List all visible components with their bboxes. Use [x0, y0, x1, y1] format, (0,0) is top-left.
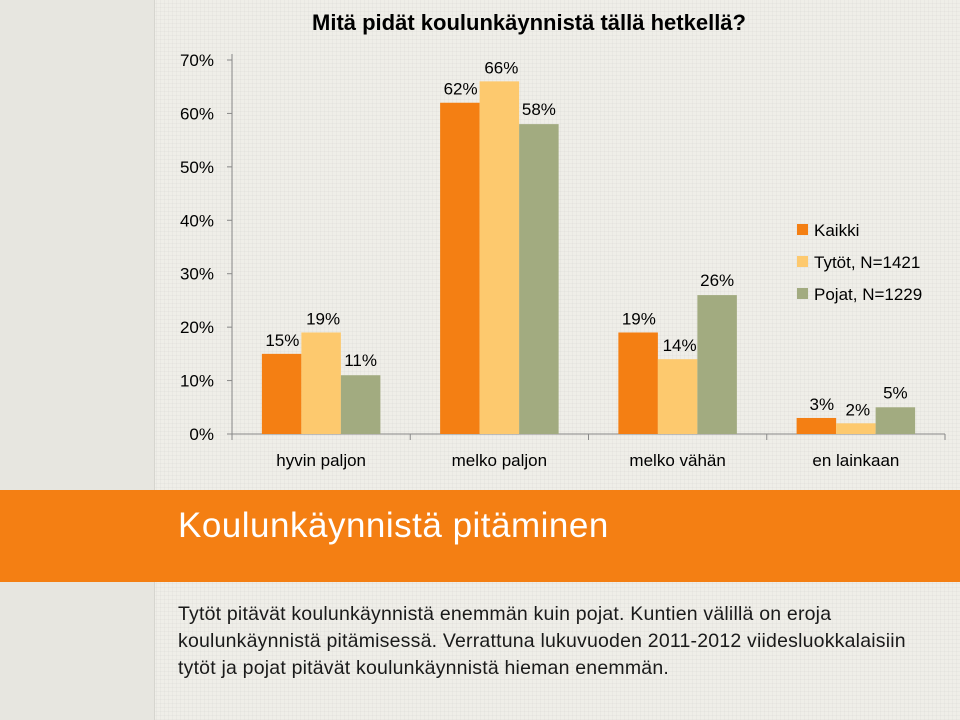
x-tick-label: melko vähän: [629, 451, 725, 470]
bar-chart: 0% 10% 20% 30% 40% 50% 60% 70% 15% 19% 11% hyvin pa…: [180, 10, 946, 470]
x-tick-label: hyvin paljon: [276, 451, 366, 470]
bar: [657, 359, 698, 434]
data-label: 19%: [622, 309, 656, 328]
bar: [697, 295, 737, 434]
y-tick-label: 70%: [180, 51, 214, 70]
legend-entry: Pojat, N=1229: [814, 285, 922, 304]
y-tick-label: 60%: [180, 104, 214, 123]
bar-chart-svg: 0% 10% 20% 30% 40% 50% 60% 70% 15% 19% 11% hyvin pa…: [180, 51, 946, 470]
bar: [440, 102, 480, 434]
y-tick-label: 20%: [180, 318, 214, 337]
data-label: 62%: [444, 80, 478, 99]
bar: [519, 124, 559, 434]
bar: [618, 332, 658, 434]
y-tick-label: 40%: [180, 211, 214, 230]
data-label: 2%: [846, 400, 871, 419]
bar: [796, 417, 837, 434]
x-tick-label: en lainkaan: [812, 451, 899, 470]
section-body-text: Tytöt pitävät koulunkäynnistä enemmän ku…: [178, 603, 906, 679]
bar: [875, 407, 916, 434]
y-tick-label: 30%: [180, 265, 214, 284]
data-label: 19%: [306, 309, 340, 328]
y-tick-label: 0%: [189, 425, 214, 444]
data-label: 3%: [810, 395, 835, 414]
chart-title: Mitä pidät koulunkäynnistä tällä hetkell…: [312, 10, 746, 35]
data-label: 14%: [663, 336, 697, 355]
legend-swatch: [797, 256, 808, 267]
data-label: 5%: [883, 383, 908, 402]
legend-entry: Kaikki: [814, 221, 859, 240]
section-banner: [0, 490, 960, 582]
bar: [479, 81, 520, 434]
data-label: 58%: [522, 100, 556, 119]
legend-entry: Tytöt, N=1421: [814, 253, 920, 272]
data-label: 66%: [484, 58, 518, 77]
legend-swatch: [797, 288, 808, 299]
data-label: 26%: [700, 271, 734, 290]
bar: [261, 353, 302, 434]
y-tick-label: 10%: [180, 372, 214, 391]
left-background-strip: [0, 0, 155, 720]
x-tick-label: melko paljon: [452, 451, 547, 470]
data-label: 15%: [265, 331, 299, 350]
data-label: 11%: [344, 351, 377, 370]
section-title: Koulunkäynnistä pitäminen: [178, 506, 609, 545]
legend-swatch: [797, 224, 808, 235]
bar: [836, 423, 876, 434]
y-tick-label: 50%: [180, 158, 214, 177]
bar: [340, 375, 381, 434]
bar: [301, 332, 341, 434]
